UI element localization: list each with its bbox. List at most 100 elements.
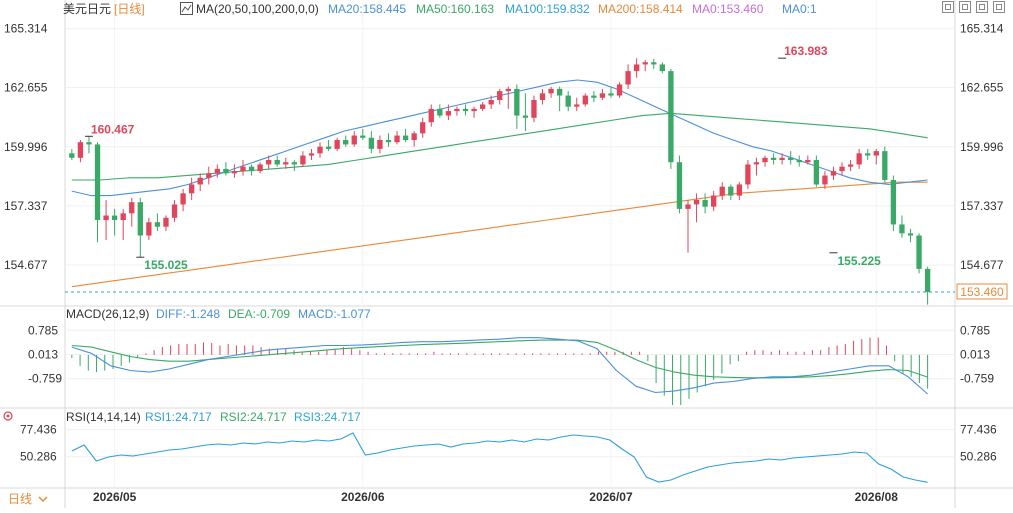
candle-body [360, 135, 366, 138]
candle-body [514, 88, 520, 116]
macd-dea-value: DEA:-0.709 [228, 307, 290, 321]
ma200-line [71, 181, 928, 288]
candle-body [539, 93, 546, 100]
current-price-label: 153.460 [960, 285, 1004, 299]
candle-body [163, 217, 169, 227]
macd-diff-line [71, 337, 928, 395]
candle-body [77, 142, 84, 158]
candle-body [308, 153, 315, 156]
grid-lines [65, 0, 955, 488]
candle-body [822, 175, 828, 185]
ma20-value: MA20:158.445 [328, 2, 406, 16]
rsi3-value: RSI3:24.717 [294, 410, 361, 424]
price-tick-left: 157.337 [4, 199, 48, 213]
expand-icon[interactable] [993, 1, 1005, 13]
candle-body [522, 115, 529, 118]
price-tick-right: 162.655 [960, 81, 1004, 95]
axis-labels: 165.314 165.314 162.655 162.655 159.996 159.9… [4, 22, 1008, 504]
candle-body [394, 135, 400, 143]
rsi2-value: RSI2:24.717 [220, 410, 287, 424]
rsi-tick-left: 50.286 [20, 450, 57, 464]
current-price-box [956, 283, 1008, 300]
candle-body [291, 162, 297, 165]
macd-tick-right: 0.013 [960, 347, 990, 361]
time-tick-label: 2026/08 [855, 490, 899, 504]
rsi-line [71, 432, 928, 483]
candle-body [120, 213, 126, 220]
candle-body [907, 233, 914, 236]
price-tick-left: 154.677 [4, 258, 48, 272]
candle-body [283, 162, 289, 165]
candle-body [839, 166, 845, 172]
zoom-out-icon[interactable] [976, 1, 988, 13]
price-tick-right: 165.314 [960, 22, 1004, 36]
candle-body [428, 108, 434, 123]
time-tick-label: 2026/06 [341, 490, 385, 504]
candle-body [248, 166, 255, 172]
macd-tick-left: 0.785 [28, 323, 58, 337]
rsi-settings-icon[interactable] [2, 410, 14, 422]
move-icon[interactable] [942, 1, 954, 13]
ma100-value: MA100:159.832 [505, 2, 590, 16]
time-tick-label: 2026/05 [93, 490, 137, 504]
candle-body [69, 153, 75, 158]
ma0-second-value: MA0:1 [782, 2, 817, 16]
candle-body [582, 95, 588, 105]
zoom-in-icon[interactable] [959, 1, 971, 13]
candle-body [462, 108, 469, 112]
ma50-value: MA50:160.163 [416, 2, 494, 16]
ma200-value: MA200:158.414 [598, 2, 683, 16]
candle-body [377, 140, 383, 149]
candle-body [223, 168, 229, 174]
symbol-label: 美元日元 [63, 2, 111, 16]
candle-body [103, 215, 109, 220]
candle-body [591, 95, 597, 98]
candle-body [719, 186, 725, 196]
candle-body [805, 160, 811, 163]
candle-body [94, 144, 101, 220]
candle-body [206, 173, 212, 178]
candle-body [651, 62, 657, 65]
candle-body [368, 137, 375, 149]
candle-body [702, 200, 708, 207]
candle-body [274, 160, 280, 165]
period-tab[interactable]: 日线 [8, 492, 32, 506]
moving-average-lines [65, 79, 955, 293]
candle-body [779, 157, 785, 160]
macd-params-label: MACD(26,12,9) [66, 307, 149, 321]
candle-body [745, 164, 751, 185]
candle-body [865, 153, 871, 156]
price-tick-right: 159.996 [960, 140, 1004, 154]
macd-tick-left: 0.013 [28, 347, 58, 361]
high-annotation: 163.983 [784, 44, 828, 58]
candle-body [796, 160, 802, 163]
candle-body [257, 164, 263, 172]
candle-body [608, 93, 614, 96]
candle-body [189, 184, 195, 194]
candle-body [137, 202, 143, 236]
candle-body [625, 71, 631, 85]
ma-settings-icon[interactable] [180, 2, 193, 15]
macd-tick-right: -0.759 [960, 372, 994, 386]
candle-body [146, 222, 152, 236]
ma50-line [71, 112, 928, 181]
candle-body [171, 204, 178, 218]
rsi-panel [71, 432, 928, 483]
candle-body [437, 108, 443, 116]
candle-body [847, 164, 854, 167]
candle-body [402, 135, 409, 140]
candle-body [325, 146, 332, 149]
candle-body [240, 166, 246, 172]
candle-body [762, 157, 768, 163]
period-label[interactable]: [日线] [114, 2, 145, 16]
rsi1-value: RSI1:24.717 [145, 410, 212, 424]
candle-body [711, 195, 717, 207]
candle-body [351, 135, 357, 145]
candle-body [728, 186, 734, 196]
indicator-headers: 美元日元 [日线] MA(20,50,100,200,0,0) MA20:158… [8, 2, 817, 506]
candle-body [599, 93, 606, 98]
period-dropdown-icon[interactable] [38, 494, 48, 504]
